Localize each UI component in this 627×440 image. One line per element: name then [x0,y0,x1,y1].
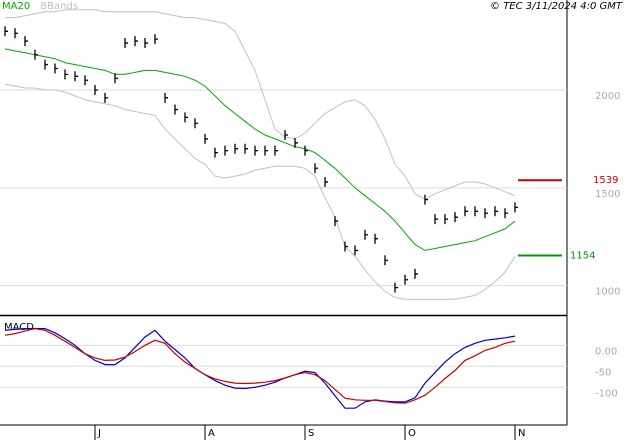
price-bar [284,130,288,140]
price-bar [54,63,58,74]
price-bar [354,245,358,256]
price-bar [114,73,118,84]
price-bar [154,34,158,45]
price-bar [374,233,378,244]
price-bar [514,202,518,213]
price-bar [14,28,18,39]
price-bar [34,49,38,60]
price-bar [234,143,238,154]
price-bar [484,208,488,219]
price-bar [64,69,68,80]
price-bar [464,206,468,217]
band-upper [5,9,516,201]
price-bar [254,145,258,156]
price-bar [104,92,108,103]
y-tick-label: 0.00 [595,346,617,357]
price-bar [334,216,338,227]
x-tick-label: S [308,428,314,439]
copyright: © TEC 3/11/2024 4:0 GMT [490,1,623,12]
ma-line [4,48,516,251]
y-tick-label: 1500 [595,189,620,200]
macd-title: MACD [4,322,34,333]
price-bar [124,38,128,49]
price-bar [384,255,388,266]
level-label: 1154 [570,251,595,262]
price-bar [344,241,348,252]
price-bar [264,145,268,156]
price-bar [404,274,408,285]
price-bar [434,214,438,225]
x-tick-label: O [408,428,416,439]
price-bar [364,229,368,240]
level-label: 1539 [593,175,618,186]
legend-entry: BBands [40,1,78,12]
y-tick-label: 1000 [595,287,620,298]
price-bar [224,145,228,156]
x-tick-label: N [518,428,525,439]
y-tick-label: 2000 [595,91,620,102]
price-bar [444,214,448,225]
price-bar [174,104,178,115]
price-bar [474,206,478,217]
price-bar [194,118,198,129]
price-bar [134,36,138,47]
price-bar [274,145,278,156]
price-bar [454,212,458,223]
price-bar [214,147,218,158]
price-bar [164,92,168,103]
x-tick-label: J [97,428,101,439]
price-bar [184,112,188,123]
price-bar [24,36,28,47]
macd-line [4,327,516,404]
price-bar [414,268,418,279]
price-bar [44,59,48,70]
price-bar [74,71,78,82]
price-bar [394,282,398,293]
price-bar [324,176,328,187]
y-tick-label: -50 [595,367,611,378]
price-bar [4,26,8,37]
price-bar [294,137,298,148]
band-lower [4,83,516,300]
price-bar [94,85,98,95]
price-bar [244,143,248,154]
price-bar [424,194,428,205]
price-bar [314,163,318,174]
price-bar [144,38,148,49]
y-tick-label: -100 [595,388,618,399]
macd-line [4,328,516,409]
x-tick-label: A [208,428,215,439]
price-bar [494,206,498,217]
price-bar [84,75,88,86]
price-bar [504,208,508,219]
price-bar [204,133,208,144]
legend-entry: MA20 [2,1,30,12]
price-bar [304,145,308,156]
